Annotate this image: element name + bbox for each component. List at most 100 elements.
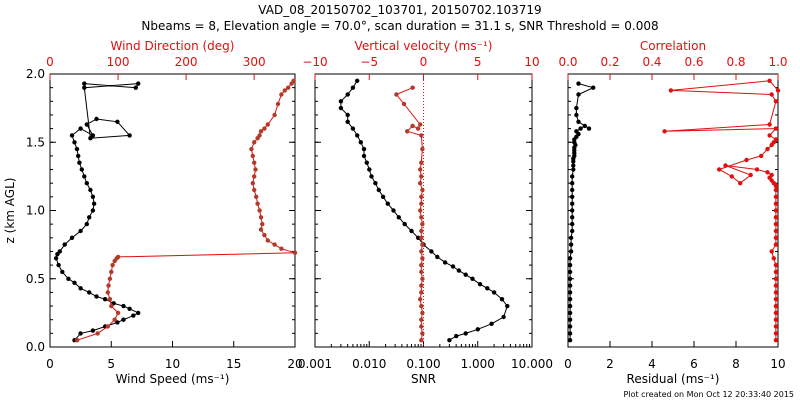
wind-direction-point [250, 153, 255, 159]
x-bottom-tick-label: 10 [165, 357, 180, 371]
wind-speed-point [115, 320, 120, 325]
wind-speed-line [55, 83, 140, 341]
wind-speed-point [115, 119, 120, 125]
wind-speed-point [69, 235, 75, 240]
x-top-tick-label: 300 [243, 55, 266, 69]
y-tick-label: 0.5 [26, 272, 45, 286]
vertical-velocity-point [419, 174, 424, 179]
correlation-point [773, 331, 779, 336]
snr-point [345, 119, 350, 125]
y-tick-label: 1.5 [26, 135, 45, 149]
x-top-tick-label: 100 [107, 55, 130, 69]
wind-speed-point [76, 153, 81, 159]
wind-direction-point [110, 262, 115, 268]
x-bottom-tick-label: 0 [564, 357, 572, 371]
snr-point [499, 297, 505, 302]
residual-point [568, 249, 574, 254]
correlation-point [773, 201, 779, 206]
snr-point [350, 126, 356, 131]
wind-speed-point [133, 85, 138, 90]
snr-point [361, 146, 367, 152]
vertical-velocity-point [418, 297, 423, 302]
wind-direction-point [252, 174, 257, 179]
wind-direction-point [258, 129, 264, 134]
x-top-tick-label: −5 [360, 55, 378, 69]
wind-direction-point [252, 160, 257, 165]
residual-point [570, 215, 575, 220]
wind-direction-line [77, 80, 296, 341]
x-top-axis-label: Wind Direction (deg) [111, 39, 235, 53]
snr-point [376, 187, 381, 193]
correlation-point [769, 249, 774, 254]
wind-speed-point [94, 294, 99, 299]
correlation-point [765, 146, 770, 152]
residual-point [568, 235, 574, 240]
wind-speed-point [90, 194, 96, 199]
wind-speed-point [121, 317, 126, 322]
correlation-point [769, 92, 774, 97]
wind-direction-point [107, 276, 113, 281]
vertical-velocity-point [419, 215, 424, 220]
vertical-velocity-point [419, 262, 424, 268]
vertical-velocity-point [419, 160, 424, 165]
wind-speed-point [102, 297, 108, 302]
wind-speed-point [84, 181, 90, 186]
snr-point [355, 133, 360, 138]
x-top-tick-label: −10 [302, 55, 327, 69]
residual-point [582, 123, 587, 129]
wind-direction-point [279, 92, 284, 97]
vertical-velocity-point [419, 283, 424, 288]
residual-point [576, 92, 581, 97]
correlation-point [771, 256, 776, 261]
snr-point [409, 228, 414, 234]
wind-speed-point [91, 201, 97, 206]
residual-point [571, 163, 576, 168]
x-bottom-axis-label: SNR [411, 372, 436, 386]
snr-point [475, 327, 480, 332]
residual-point [570, 228, 575, 234]
residual-point [570, 201, 575, 206]
correlation-point [773, 137, 779, 142]
wind-speed-point [60, 269, 65, 275]
correlation-point [773, 194, 779, 199]
vertical-velocity-point [420, 242, 425, 247]
x-bottom-tick-label: 10 [770, 357, 785, 371]
snr-point [463, 272, 468, 277]
wind-speed-point [82, 81, 87, 86]
vertical-velocity-point [419, 194, 424, 199]
snr-point [477, 282, 483, 287]
vertical-velocity-point [419, 317, 424, 322]
wind-direction-point [115, 310, 121, 316]
x-bottom-axis-label: Wind Speed (ms⁻¹) [116, 372, 230, 386]
x-bottom-tick-label: 0.010 [352, 357, 386, 371]
residual-point [567, 283, 573, 288]
snr-point [355, 78, 360, 84]
panel-2: 0.001 0.010 0.100 1.000 10.000 SNR −10 −5 0 5 10 Ve… [298, 39, 553, 386]
wind-direction-point [258, 215, 264, 220]
snr-point [373, 181, 378, 186]
snr-point [391, 208, 396, 213]
y-tick-label: 1.0 [26, 204, 45, 218]
wind-direction-point [262, 126, 267, 131]
correlation-point [773, 235, 779, 240]
x-bottom-tick-label: 0 [46, 357, 54, 371]
wind-speed-point [56, 262, 61, 268]
correlation-point [773, 303, 779, 309]
wind-speed-point [84, 122, 90, 127]
correlation-point [717, 167, 722, 172]
y-axis-label: z (km AGL) [3, 178, 17, 244]
correlation-point [773, 187, 779, 193]
correlation-point [773, 276, 779, 281]
vertical-velocity-point [419, 324, 424, 329]
vertical-velocity-point [420, 310, 425, 316]
wind-speed-point [87, 290, 92, 295]
wind-direction-point [292, 250, 298, 255]
residual-point [576, 119, 581, 125]
x-top-axis-label: Vertical velocity (ms⁻¹) [355, 39, 493, 53]
wind-speed-point [78, 228, 83, 234]
wind-speed-point [82, 85, 87, 90]
wind-direction-point [286, 85, 291, 90]
wind-direction-point [253, 167, 258, 172]
wind-speed-point [78, 286, 83, 291]
